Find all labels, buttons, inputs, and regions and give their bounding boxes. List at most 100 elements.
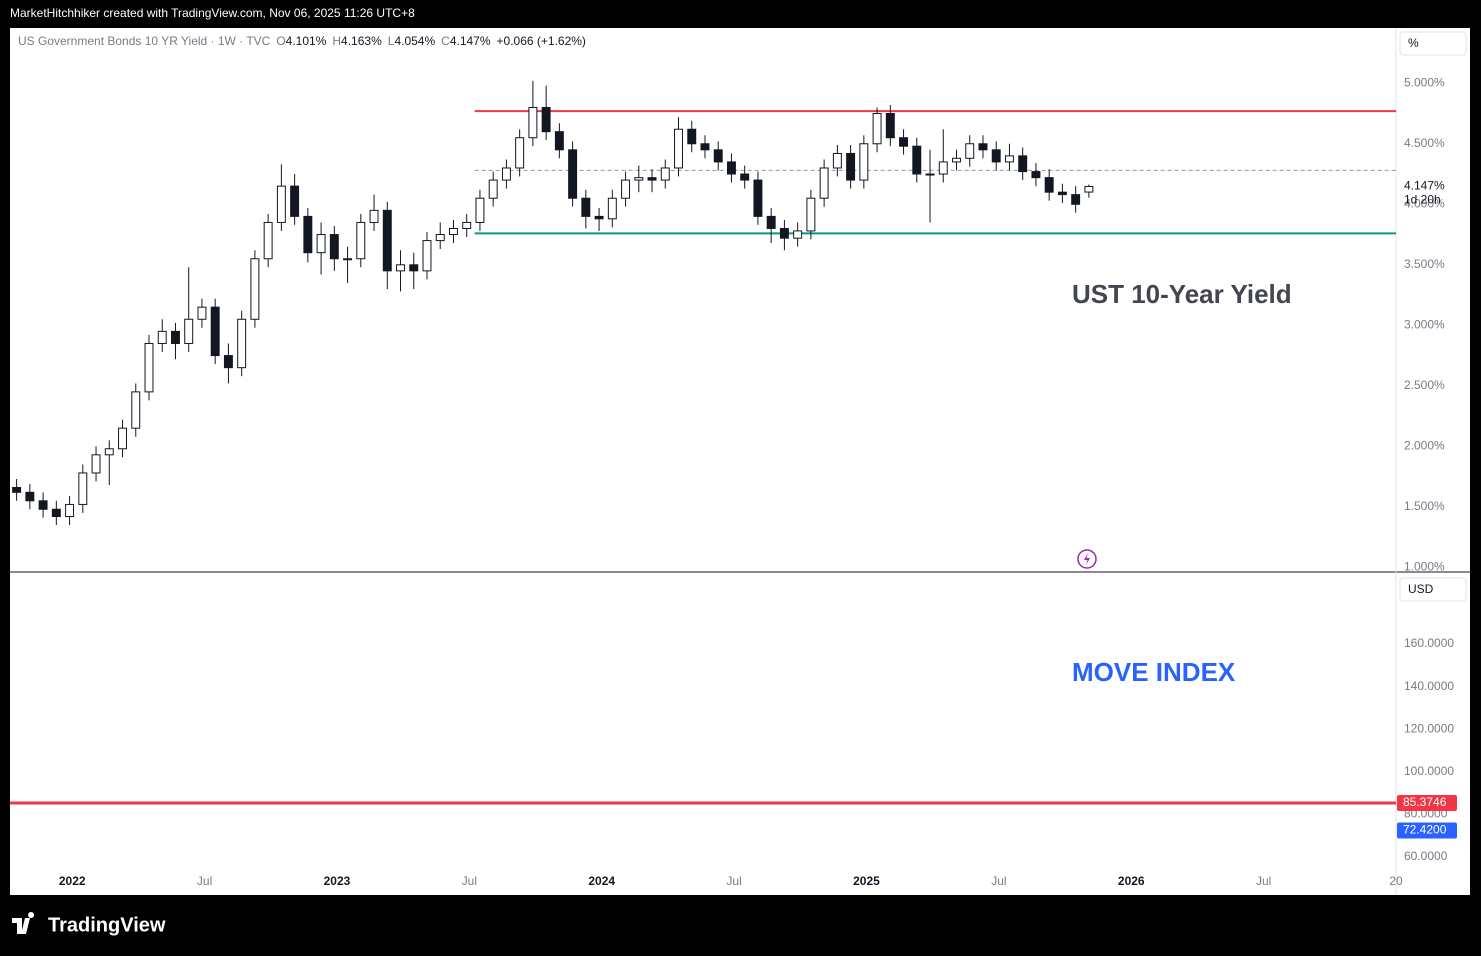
candle-body: [885, 113, 895, 139]
candle-body: [171, 330, 180, 344]
symbol: US Government Bonds 10 YR Yield · 1W · T…: [18, 34, 271, 48]
alert-icon[interactable]: [1077, 549, 1097, 569]
y-tick-label: 3.000%: [1404, 317, 1445, 331]
candle-body: [1018, 155, 1028, 173]
candle-body: [25, 491, 35, 502]
candle-body: [726, 161, 736, 175]
unit-label[interactable]: USD: [1408, 582, 1434, 596]
x-tick-label: Jul: [1256, 874, 1271, 888]
candle-body: [237, 318, 247, 369]
price-box: [1397, 822, 1457, 839]
candle-body: [210, 306, 220, 357]
candle-body: [753, 179, 763, 217]
x-tick-label: 20: [1389, 874, 1403, 888]
candle-body: [541, 106, 551, 133]
price-label: 85.3746: [1403, 795, 1447, 809]
candle-body: [978, 143, 988, 151]
high-value: 4.163%: [341, 34, 382, 48]
candle-body: [859, 143, 869, 181]
x-tick-label: Jul: [726, 874, 741, 888]
x-tick-label: 2025: [853, 874, 880, 888]
price-label: 72.4200: [1403, 823, 1447, 837]
alert-circle[interactable]: [1077, 549, 1097, 569]
candle-body: [382, 209, 392, 272]
candle-body: [674, 128, 683, 169]
candle-body: [872, 113, 882, 145]
y-tick-label: 4.500%: [1404, 136, 1445, 150]
candle-body: [1084, 185, 1094, 193]
candle-body: [581, 197, 591, 217]
candle-body: [832, 152, 842, 169]
candle-body: [462, 221, 472, 229]
candle-body: [925, 173, 935, 176]
candle-body: [528, 106, 538, 139]
brand: TradingView: [12, 912, 166, 936]
candle-body: [65, 503, 75, 518]
y-tick-label: 3.500%: [1404, 257, 1445, 271]
alert-bolt[interactable]: [1084, 553, 1090, 565]
close-label: C: [441, 34, 450, 48]
unit-box[interactable]: [1399, 577, 1467, 602]
candle-body: [144, 342, 154, 393]
candle-body: [621, 179, 631, 199]
price-box: [1397, 794, 1457, 811]
x-tick-label: 2026: [1118, 874, 1145, 888]
candle-body: [250, 258, 260, 320]
candle-body: [104, 448, 114, 456]
candle-body: [91, 454, 101, 474]
candle-body: [409, 264, 419, 272]
candle-body: [819, 167, 829, 199]
candle-body: [806, 197, 816, 232]
candle-body: [912, 145, 922, 175]
candle-body: [938, 161, 948, 175]
brand-logo: [12, 912, 35, 934]
candle-body: [475, 197, 485, 223]
candle-body: [369, 209, 379, 223]
x-tick-label: Jul: [462, 874, 477, 888]
candle-body: [607, 197, 617, 220]
candle-body: [515, 137, 525, 169]
candle-body: [846, 152, 856, 181]
y-tick-label: 140.0000: [1404, 679, 1454, 693]
unit-label[interactable]: %: [1408, 36, 1419, 50]
candle-body: [568, 149, 578, 199]
candle-body: [647, 177, 657, 181]
candle-body: [343, 258, 353, 261]
y-tick-label: 5.000%: [1404, 75, 1445, 89]
candle-body: [51, 508, 61, 518]
candle-body: [488, 179, 498, 199]
candle-body: [554, 131, 564, 151]
low-label: L: [388, 34, 395, 48]
candle-body: [78, 472, 88, 505]
y-tick-label: 160.0000: [1404, 636, 1454, 650]
candle-body: [316, 234, 326, 254]
y-tick-label: 2.500%: [1404, 378, 1445, 392]
high-label: H: [332, 34, 341, 48]
legend: US Government Bonds 10 YR Yield · 1W · T…: [18, 34, 586, 48]
open-label: O: [276, 34, 285, 48]
unit-box[interactable]: [1399, 31, 1467, 56]
candle-body: [356, 221, 366, 260]
candle-body: [184, 318, 194, 344]
candle-body: [779, 227, 789, 239]
y-tick-label: 1.500%: [1404, 499, 1445, 513]
candle-body: [700, 143, 710, 151]
candle-body: [1004, 155, 1014, 163]
x-tick-label: 2023: [324, 874, 351, 888]
candle-body: [197, 306, 207, 320]
candle-body: [1031, 171, 1041, 179]
low-value: 4.054%: [394, 34, 435, 48]
open-value: 4.101%: [286, 34, 327, 48]
y-tick-label: 100.0000: [1404, 764, 1454, 778]
candle-body: [435, 234, 445, 242]
candle-body: [594, 215, 604, 220]
candle-body: [965, 143, 975, 159]
candle-body: [263, 221, 273, 260]
candle-body: [12, 486, 22, 493]
candle-body: [687, 128, 697, 145]
candle-body: [1071, 194, 1081, 205]
y-tick-label: 1.000%: [1404, 560, 1445, 574]
x-tick-label: Jul: [197, 874, 212, 888]
